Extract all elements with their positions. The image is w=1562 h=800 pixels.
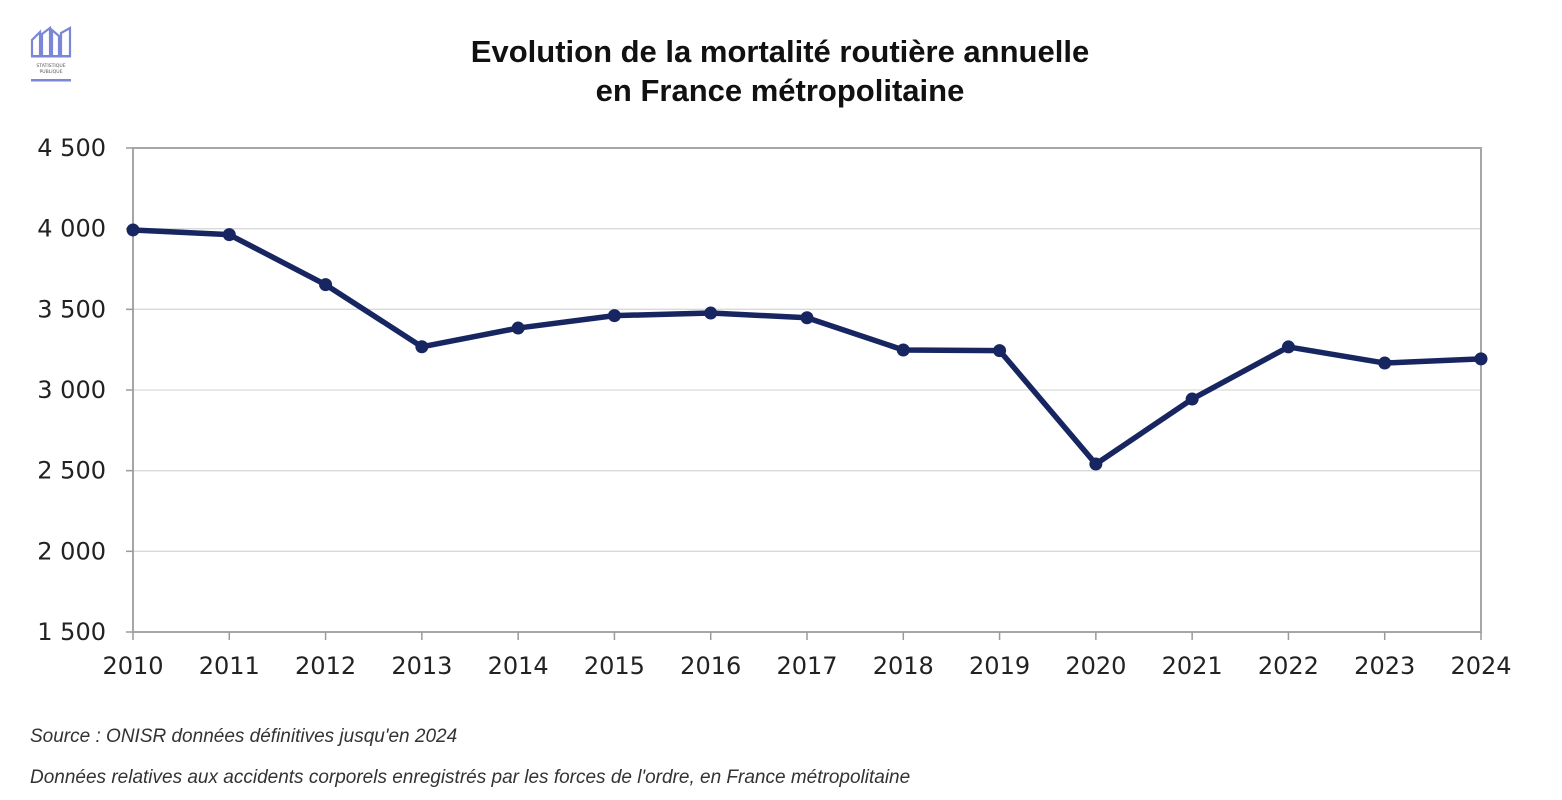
x-tick-label: 2015 [584,652,645,680]
y-tick-label: 3 000 [37,376,106,404]
x-tick-label: 2014 [488,652,549,680]
data-point-2015 [607,309,621,323]
chart-title-line-2: en France métropolitaine [596,73,965,108]
data-note: Données relatives aux accidents corporel… [30,767,911,788]
data-point-2011 [222,228,236,242]
source-note: Source : ONISR données définitives jusqu… [30,726,458,747]
data-point-2016 [704,306,718,320]
data-point-2018 [896,343,910,357]
x-tick-label: 2021 [1162,652,1223,680]
x-tick-label: 2022 [1258,652,1319,680]
x-tick-label: 2018 [873,652,934,680]
data-point-2020 [1089,457,1103,471]
x-tick-label: 2012 [295,652,356,680]
y-tick-label: 4 500 [37,134,106,162]
x-tick-label: 2016 [680,652,741,680]
data-point-2012 [319,278,333,292]
data-point-2021 [1185,392,1199,406]
data-point-2019 [993,344,1007,358]
x-tick-label: 2024 [1450,652,1511,680]
data-point-2023 [1378,356,1392,370]
x-tick-label: 2017 [776,652,837,680]
chart-title-line-1: Evolution de la mortalité routière annue… [471,34,1089,69]
logo-text-line-2: PUBLIQUE [39,69,62,75]
x-tick-label: 2010 [102,652,163,680]
x-tick-label: 2011 [199,652,260,680]
data-point-2010 [126,223,140,237]
x-tick-label: 2023 [1354,652,1415,680]
x-axis-ticks: 2010 2011 2012 2013 2014 2015 2016 2017 2018 2019… [102,632,1512,680]
line-chart: Evolution de la mortalité routière annue… [37,34,1512,680]
y-tick-label: 4 000 [37,215,106,243]
data-point-2014 [511,321,525,335]
y-tick-label: 3 500 [37,295,106,323]
data-point-2024 [1474,352,1488,366]
x-tick-label: 2020 [1065,652,1126,680]
chart-title: Evolution de la mortalité routière annue… [471,34,1089,108]
data-point-2017 [800,311,814,325]
y-axis-ticks: 1 500 2 000 2 500 3 000 3 500 4 000 4 500 [37,134,133,646]
y-tick-label: 2 000 [37,537,106,565]
data-point-2022 [1281,340,1295,354]
series-mortalite [126,223,1488,471]
series-line [130,227,1484,467]
statistique-publique-logo-icon: STATISTIQUE PUBLIQUE [30,25,72,82]
y-tick-label: 1 500 [37,618,106,646]
x-tick-label: 2013 [391,652,452,680]
logo-text-line-1: STATISTIQUE [36,63,65,69]
data-point-2013 [415,340,429,354]
x-tick-label: 2019 [969,652,1030,680]
y-tick-label: 2 500 [37,457,106,485]
